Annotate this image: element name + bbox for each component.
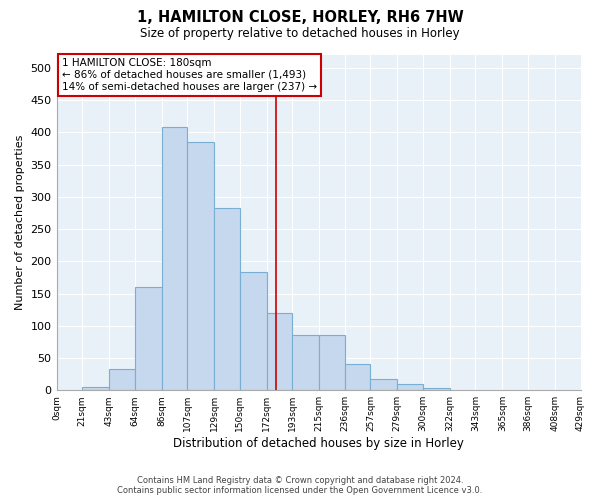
Bar xyxy=(370,378,397,390)
Bar xyxy=(397,384,423,390)
Text: Size of property relative to detached houses in Horley: Size of property relative to detached ho… xyxy=(140,28,460,40)
Bar xyxy=(292,336,319,390)
X-axis label: Distribution of detached houses by size in Horley: Distribution of detached houses by size … xyxy=(173,437,464,450)
Bar xyxy=(161,127,187,390)
Text: Contains HM Land Registry data © Crown copyright and database right 2024.
Contai: Contains HM Land Registry data © Crown c… xyxy=(118,476,482,495)
Bar xyxy=(109,369,135,390)
Bar xyxy=(266,313,292,390)
Bar xyxy=(319,336,345,390)
Bar xyxy=(82,387,109,390)
Y-axis label: Number of detached properties: Number of detached properties xyxy=(15,135,25,310)
Text: 1, HAMILTON CLOSE, HORLEY, RH6 7HW: 1, HAMILTON CLOSE, HORLEY, RH6 7HW xyxy=(137,10,463,25)
Bar xyxy=(423,388,450,390)
Text: 1 HAMILTON CLOSE: 180sqm
← 86% of detached houses are smaller (1,493)
14% of sem: 1 HAMILTON CLOSE: 180sqm ← 86% of detach… xyxy=(62,58,317,92)
Bar xyxy=(240,272,266,390)
Bar xyxy=(214,208,240,390)
Bar xyxy=(187,142,214,390)
Bar xyxy=(135,287,161,390)
Bar xyxy=(345,364,370,390)
